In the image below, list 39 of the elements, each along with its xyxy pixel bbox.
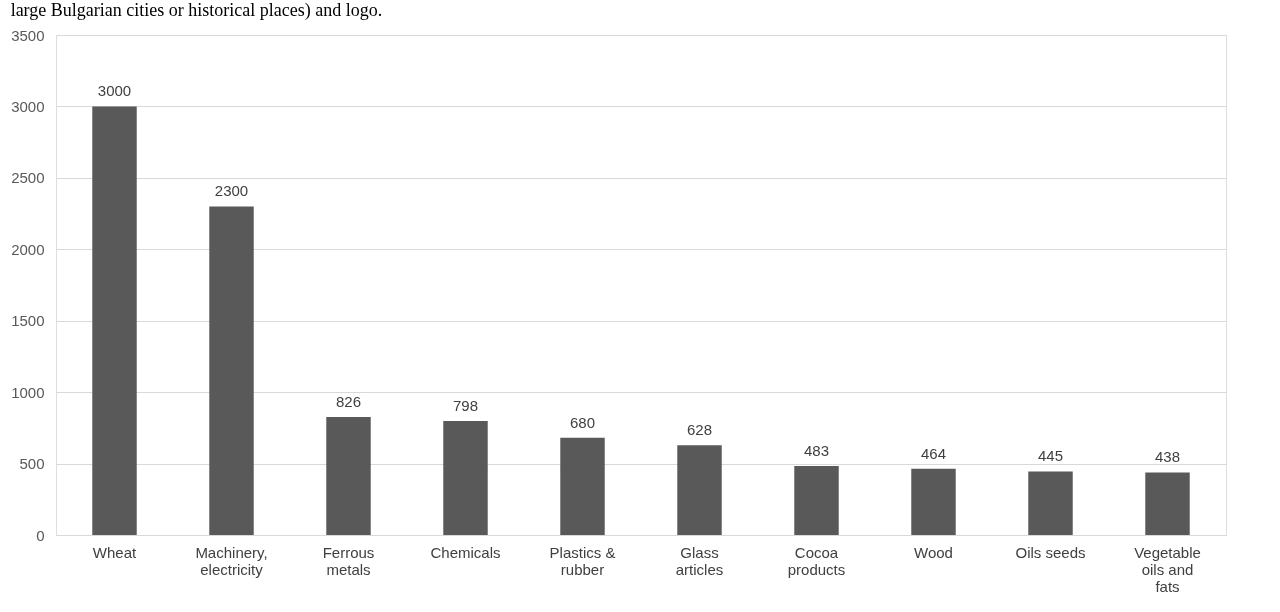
text: large Bulgarian cities or historical places) and logo. [10,0,383,21]
data-label: 438 [1154,448,1181,466]
data-label: 826 [335,393,362,410]
data-label: 445 [1037,447,1064,465]
bar [209,206,254,535]
x-tick-label: Oils seeds [1015,543,1086,561]
data-label: 3000 [97,82,132,100]
x-tick-label: Wheat [92,543,137,561]
data-label: 680 [569,413,596,431]
bar [677,445,722,535]
bar [911,468,956,535]
y-tick-label: 500 [19,455,45,473]
x-tick-label: Cocoa products [787,543,846,578]
x-tick-label: Chemicals [430,543,501,561]
bar [443,421,488,535]
bar [1028,471,1073,535]
data-label: 798 [452,397,479,414]
x-tick-label: Wood [914,543,953,561]
bar [92,106,137,535]
bar [560,437,605,535]
bar [794,466,839,535]
x-tick-label: Glass articles [675,543,724,578]
x-tick-label: Ferrous metals [322,543,375,578]
y-tick-label: 2000 [11,240,45,258]
x-tick-label: Machinery, electricity [195,543,268,578]
y-tick-label: 1000 [11,383,45,401]
data-label: 628 [686,421,713,439]
y-tick-label: 0 [36,526,45,544]
bar [326,417,371,535]
y-tick-label: 3000 [11,97,45,115]
data-label: 483 [803,442,830,459]
y-tick-label: 2500 [11,169,45,187]
y-tick-label: 3500 [11,26,45,44]
x-tick-label: Vegetable oils and fats [1134,543,1201,595]
x-tick-label: Plastics & rubber [549,543,616,578]
data-label: 464 [920,444,947,462]
y-tick-label: 1500 [11,312,45,330]
bar [1145,472,1190,535]
data-label: 2300 [214,182,249,200]
